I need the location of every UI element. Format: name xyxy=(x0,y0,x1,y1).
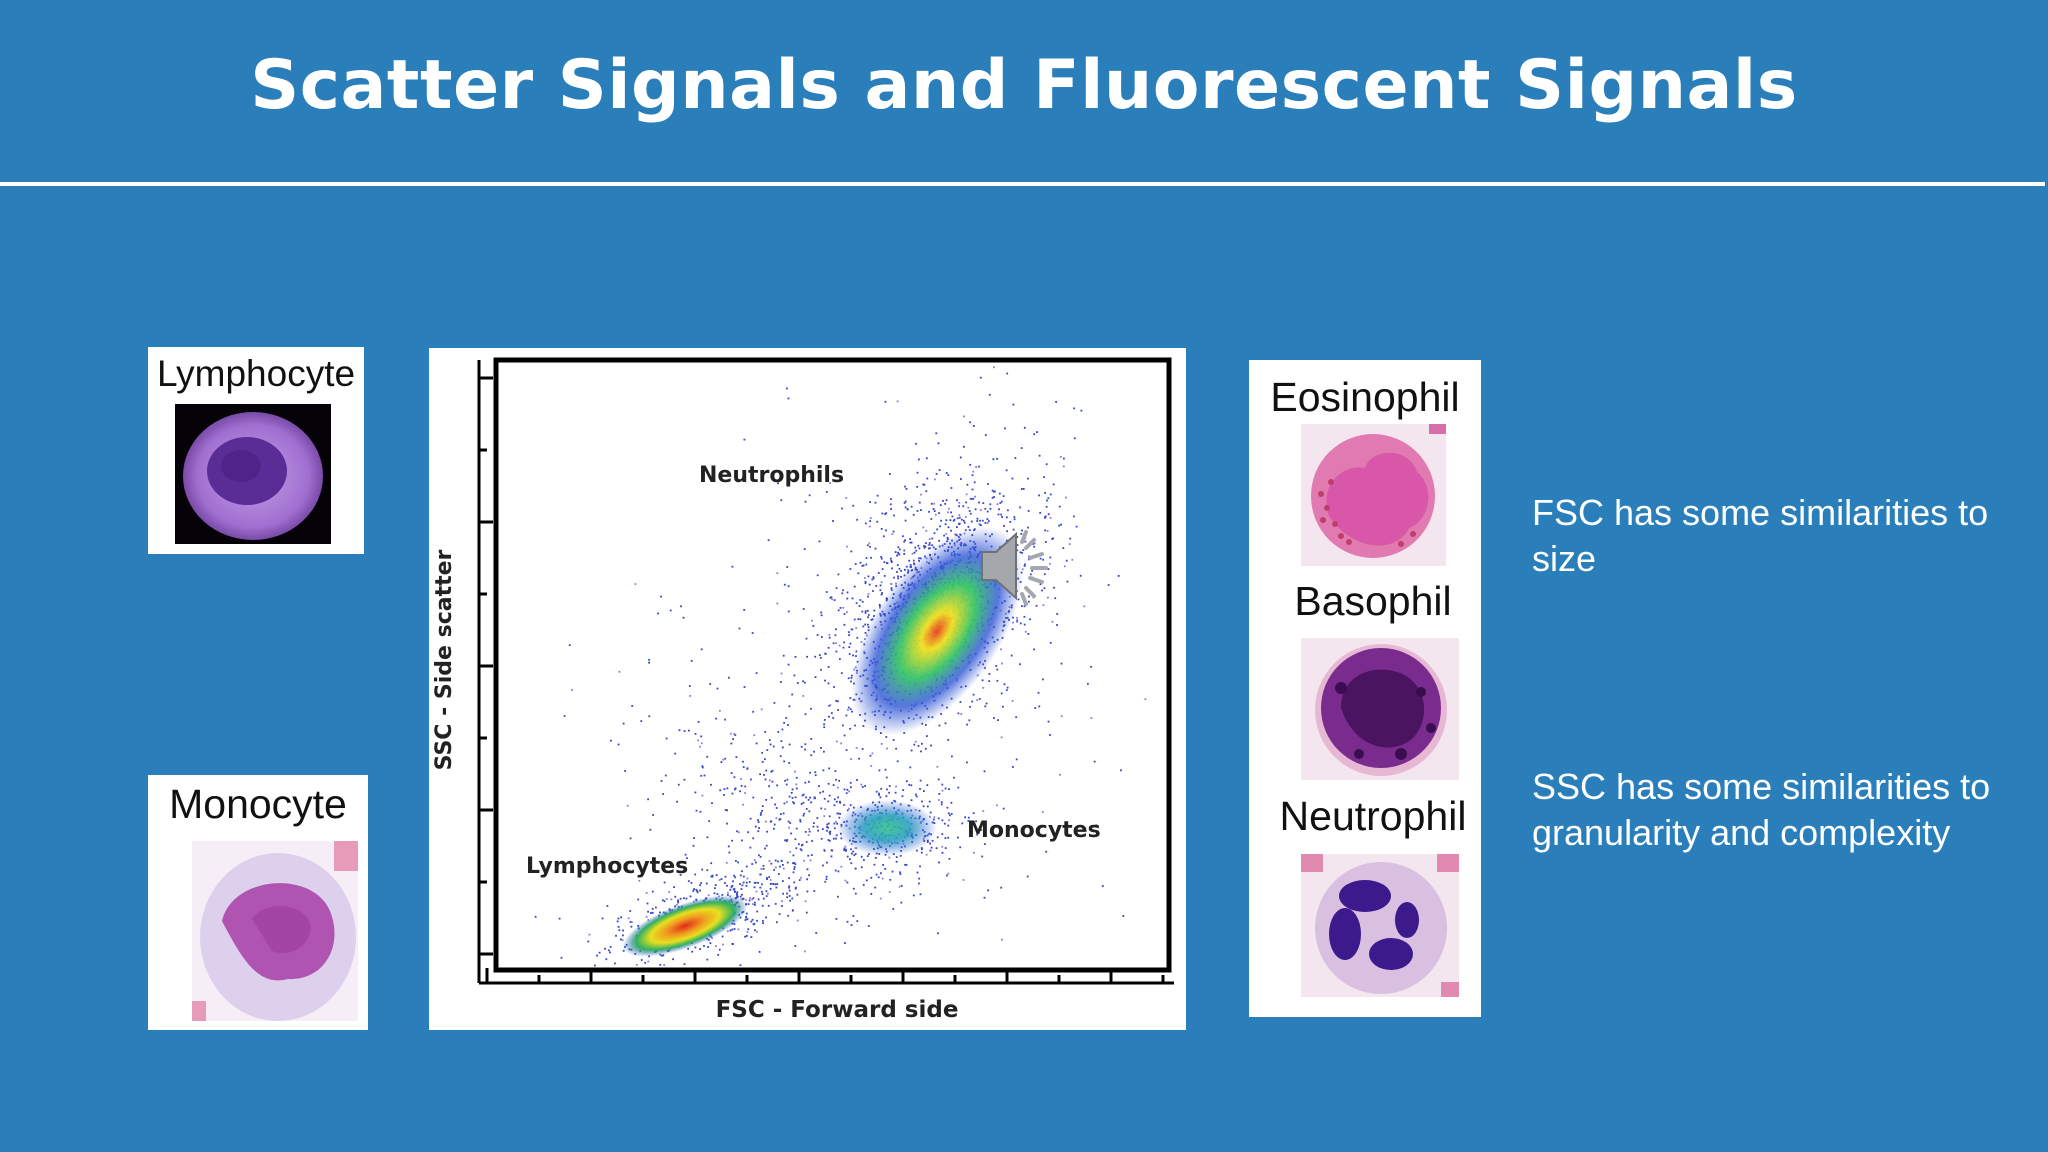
ssc-note-line1: SSC has some similarities to xyxy=(1532,766,1991,807)
fsc-note-line1: FSC has some similarities to xyxy=(1532,492,1989,533)
neutrophil-label: Neutrophil xyxy=(1279,793,1467,839)
neutrophil-density xyxy=(851,526,1023,736)
neutrophil-image xyxy=(1301,854,1459,997)
monocyte-image xyxy=(192,841,358,1021)
monocyte-card: Monocyte xyxy=(148,775,368,1030)
granulocyte-card: Eosinophil Basophil Neutrophil xyxy=(1249,360,1481,1017)
lymphocyte-label: Lymphocyte xyxy=(156,353,356,394)
lymphocyte-card: Lymphocyte xyxy=(148,347,364,554)
axis-ticks xyxy=(479,376,1165,983)
monocytes-label: Monocytes xyxy=(967,818,1101,843)
eosinophil-image xyxy=(1301,424,1446,566)
y-axis-label: SSC - Side scatter xyxy=(432,549,457,770)
neutrophils-label: Neutrophils xyxy=(699,463,844,488)
eosinophil-label: Eosinophil xyxy=(1270,374,1460,420)
monocyte-density xyxy=(837,800,937,856)
fsc-note-line2: size xyxy=(1532,538,1597,579)
ssc-note-line2: granularity and complexity xyxy=(1532,812,1951,853)
basophil-label: Basophil xyxy=(1294,578,1452,624)
ssc-note: SSC has some similarities to granularity… xyxy=(1532,764,2032,856)
lymphocytes-label: Lymphocytes xyxy=(526,854,688,879)
lymphocyte-image xyxy=(175,404,331,544)
slide-title: Scatter Signals and Fluorescent Signals xyxy=(250,46,1798,125)
monocyte-label: Monocyte xyxy=(169,781,347,827)
fsc-note: FSC has some similarities to size xyxy=(1532,490,2032,582)
scatter-plot-svg: Neutrophils Monocytes Lymphocytes FSC - … xyxy=(432,357,1174,1023)
plot-frame xyxy=(493,357,1172,973)
lymphocyte-density xyxy=(622,895,748,957)
flow-cytometry-plot: Neutrophils Monocytes Lymphocytes FSC - … xyxy=(429,348,1186,1030)
speaker-icon[interactable] xyxy=(981,530,1048,606)
x-axis-label: FSC - Forward side xyxy=(716,997,959,1023)
basophil-image xyxy=(1301,638,1459,780)
title-divider xyxy=(0,182,2045,186)
